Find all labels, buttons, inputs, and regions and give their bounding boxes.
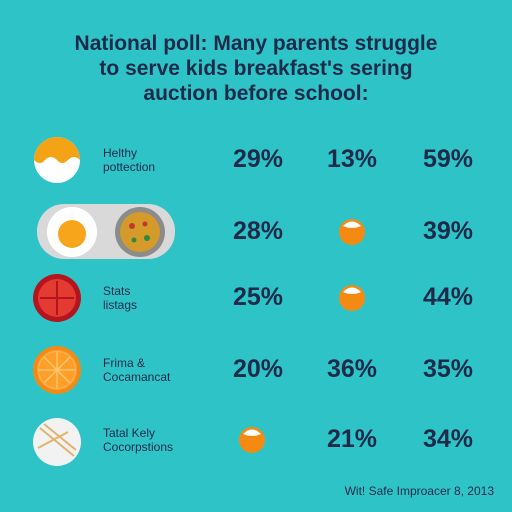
title-line: to serve kids breakfast's sering [99,57,413,80]
row-label: pottection [103,160,156,174]
percent-value: 20% [232,355,284,383]
percent-value: 29% [232,145,284,173]
percent-value: 28% [232,217,284,245]
row-label: listags [103,298,138,312]
percent-value: 36% [326,355,378,383]
plate-icon [37,204,175,259]
title-line: National poll: Many parents struggle [74,32,438,55]
small-icon [239,427,265,453]
percent-value: 59% [422,145,474,173]
row-label: Cocamancat [103,370,171,384]
orange-icon [33,346,81,394]
small-icon [339,285,365,311]
row-label: Frima & [103,356,145,370]
percent-value: 35% [422,355,474,383]
footer-note: Wit! Safe Improacer 8, 2013 [344,484,494,498]
percent-value: 39% [422,217,474,245]
bowl-icon [34,137,80,183]
percent-value: 21% [326,425,378,453]
small-icon [339,219,365,245]
row-label: Cocorpstions [103,440,174,454]
row-label: Helthy [103,146,138,160]
percent-value: 13% [326,145,378,173]
percent-value: 25% [232,283,284,311]
title-line: auction before school: [143,82,369,105]
percent-value: 44% [422,283,474,311]
tomato-icon [33,274,81,322]
row-label: Tatal Kely [103,426,156,440]
percent-value: 34% [422,425,474,453]
row-label: Stats [103,284,131,298]
utensil-icon [33,418,81,466]
